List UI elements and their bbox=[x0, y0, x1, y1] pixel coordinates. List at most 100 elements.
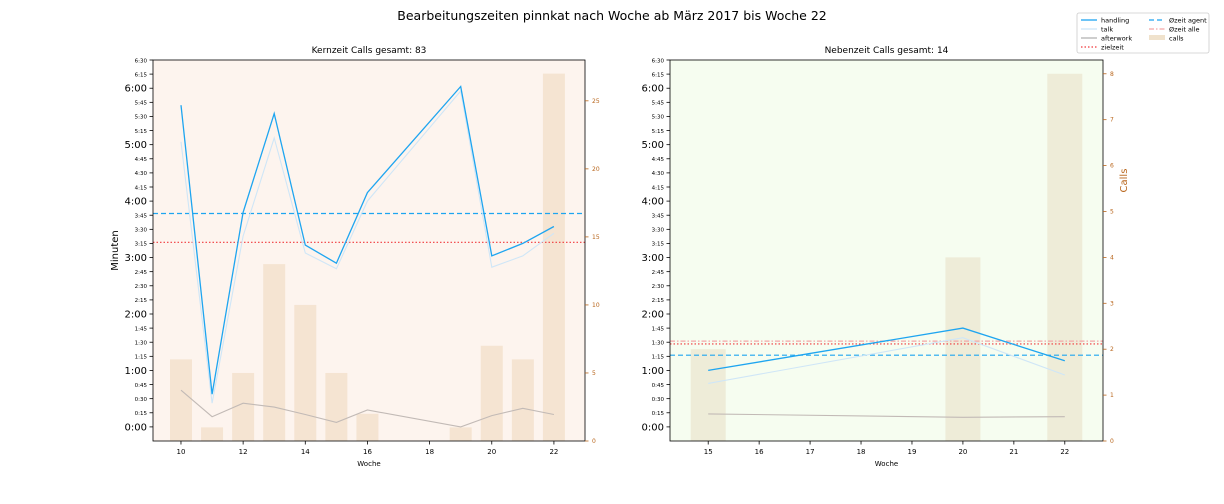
legend-label: talk bbox=[1101, 25, 1113, 33]
y2-tick-label: 1 bbox=[1110, 392, 1114, 399]
x-tick-label: 18 bbox=[857, 448, 866, 456]
y-tick-label: 4:00 bbox=[125, 197, 147, 208]
y-tick-label: 0:45 bbox=[652, 383, 665, 389]
calls-bar bbox=[1047, 73, 1083, 441]
y-tick-label: 2:00 bbox=[125, 310, 147, 321]
y-tick-label: 0:30 bbox=[135, 397, 148, 403]
calls-bar bbox=[356, 413, 379, 441]
y-tick-label: 1:15 bbox=[135, 355, 148, 361]
series-line-afterwork bbox=[708, 413, 1065, 418]
y2-tick-label: 8 bbox=[1110, 71, 1114, 78]
plot-frame bbox=[669, 59, 1104, 442]
y-tick-label: 6:30 bbox=[652, 58, 665, 64]
y2-tick-label: 0 bbox=[592, 438, 596, 445]
x-tick-label: 16 bbox=[755, 448, 764, 456]
y-tick-label: 5:00 bbox=[125, 140, 147, 151]
legend-label: calls bbox=[1169, 34, 1184, 42]
y-tick-label: 5:30 bbox=[135, 115, 148, 121]
y-tick-label: 1:00 bbox=[642, 366, 664, 377]
y-tick-label: 6:15 bbox=[135, 72, 148, 78]
calls-bar bbox=[945, 257, 981, 441]
y-tick-label: 3:15 bbox=[135, 242, 148, 248]
x-tick-label: 17 bbox=[806, 448, 815, 456]
y-tick-label: 5:15 bbox=[652, 129, 665, 135]
y-tick-label: 4:30 bbox=[652, 171, 665, 177]
calls-bar bbox=[542, 73, 565, 441]
y-tick-label: 5:30 bbox=[652, 115, 665, 121]
y-tick-label: 1:45 bbox=[652, 326, 665, 332]
y2-tick-label: 6 bbox=[1110, 163, 1114, 170]
calls-bar bbox=[232, 372, 255, 441]
y-tick-label: 3:30 bbox=[135, 228, 148, 234]
calls-bar bbox=[294, 304, 317, 441]
x-tick-label: 22 bbox=[549, 448, 558, 456]
y2-tick-label: 10 bbox=[592, 302, 600, 309]
y-tick-label: 2:30 bbox=[135, 284, 148, 290]
y-tick-label: 4:15 bbox=[652, 185, 665, 191]
plot-background bbox=[670, 60, 1103, 441]
x-tick-label: 15 bbox=[704, 448, 713, 456]
legend-swatch bbox=[1149, 35, 1165, 40]
x-tick-label: 16 bbox=[363, 448, 372, 456]
legend-box bbox=[1076, 12, 1210, 54]
calls-bar bbox=[511, 359, 534, 441]
y-tick-label: 4:45 bbox=[652, 157, 665, 163]
y-tick-label: 4:00 bbox=[642, 197, 664, 208]
y-tick-label: 5:00 bbox=[642, 140, 664, 151]
x-tick-label: 20 bbox=[958, 448, 967, 456]
y-tick-label: 5:45 bbox=[652, 101, 665, 107]
x-tick-label: 18 bbox=[425, 448, 434, 456]
y-axis-label: Minuten bbox=[110, 230, 121, 271]
y2-tick-label: 7 bbox=[1110, 117, 1114, 124]
legend-label: Øzeit agent bbox=[1169, 16, 1207, 24]
series-line-talk bbox=[708, 337, 1065, 384]
y-tick-label: 4:30 bbox=[135, 171, 148, 177]
y-tick-label: 6:15 bbox=[652, 72, 665, 78]
y2-tick-label: 5 bbox=[1110, 208, 1114, 215]
calls-bar bbox=[480, 345, 503, 441]
plot-frame bbox=[152, 59, 586, 442]
y-tick-label: 3:30 bbox=[652, 228, 665, 234]
y2-tick-label: 5 bbox=[592, 370, 596, 377]
y2-tick-label: 15 bbox=[592, 234, 600, 241]
y-tick-label: 1:30 bbox=[652, 341, 665, 347]
y-tick-label: 3:45 bbox=[135, 214, 148, 220]
figure-title: Bearbeitungszeiten pinnkat nach Woche ab… bbox=[397, 8, 826, 23]
x-axis-label: Woche bbox=[357, 460, 380, 468]
x-tick-label: 20 bbox=[487, 448, 496, 456]
y-tick-label: 0:15 bbox=[652, 411, 665, 417]
y-tick-label: 2:45 bbox=[652, 270, 665, 276]
series-line-handling bbox=[180, 85, 555, 395]
y-tick-label: 2:45 bbox=[135, 270, 148, 276]
series-line-talk bbox=[180, 89, 555, 404]
y-tick-label: 1:45 bbox=[135, 326, 148, 332]
calls-bar bbox=[325, 372, 348, 441]
y-tick-label: 0:30 bbox=[652, 397, 665, 403]
x-tick-label: 10 bbox=[177, 448, 186, 456]
x-tick-label: 12 bbox=[239, 448, 248, 456]
y-tick-label: 4:15 bbox=[135, 185, 148, 191]
series-line-afterwork bbox=[180, 389, 555, 428]
y-tick-label: 4:45 bbox=[135, 157, 148, 163]
series-line-handling bbox=[708, 327, 1065, 372]
y2-tick-label: 4 bbox=[1110, 254, 1114, 261]
calls-bar bbox=[449, 427, 472, 441]
y-tick-label: 6:00 bbox=[125, 84, 147, 95]
legend-label: handling bbox=[1101, 16, 1129, 24]
subplot-title: Kernzeit Calls gesamt: 83 bbox=[312, 46, 427, 56]
legend-label: afterwork bbox=[1101, 34, 1132, 42]
y2-axis-label: Calls bbox=[1119, 169, 1130, 193]
calls-bar bbox=[263, 264, 286, 441]
chart-panel-kernzeit: 10 12 14 16 18 20 22 Woche 0:00 0:15 0:30 0:45 1:00 1… bbox=[110, 46, 600, 468]
x-tick-label: 14 bbox=[301, 448, 310, 456]
y-tick-label: 2:15 bbox=[652, 298, 665, 304]
calls-bar bbox=[169, 359, 192, 441]
y-tick-label: 1:30 bbox=[135, 341, 148, 347]
y-tick-label: 2:30 bbox=[652, 284, 665, 290]
y-tick-label: 2:00 bbox=[642, 310, 664, 321]
y2-tick-label: 3 bbox=[1110, 300, 1114, 307]
x-tick-label: 19 bbox=[908, 448, 917, 456]
y-tick-label: 6:30 bbox=[135, 58, 148, 64]
y-tick-label: 2:15 bbox=[135, 298, 148, 304]
